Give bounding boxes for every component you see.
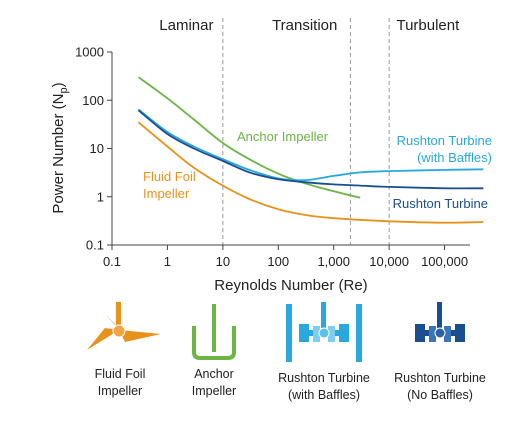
series-layer: [137, 76, 484, 224]
y-axis-label-subscript: p: [58, 87, 70, 93]
caption-line-2: (with Baffles): [287, 388, 360, 402]
impeller-item-rushton-no-baffles: Rushton Turbine (No Baffles): [375, 300, 505, 404]
fluid-foil-impeller-icon: [87, 302, 161, 350]
impeller-item-rushton-baffles: Rushton Turbine (with Baffles): [259, 300, 389, 404]
anchor-impeller-icon: [192, 304, 236, 360]
series-line-rushton-turbine-with-baffles: [137, 108, 484, 182]
impeller-item-anchor: Anchor Impeller: [149, 300, 279, 400]
series-line-rushton-turbine: [137, 109, 484, 190]
series-label-fluid-foil-impeller: Fluid Foil: [143, 169, 196, 184]
y-tick-label: 100: [82, 93, 104, 108]
y-tick-label: 10: [90, 141, 104, 156]
region-label-turbulent: Turbulent: [396, 17, 460, 34]
impeller-item-fluid-foil: Fluid Foil Impeller: [55, 300, 185, 400]
region-layer: Laminar Transition Turbulent: [159, 17, 460, 245]
impeller-caption: Anchor Impeller: [149, 366, 279, 400]
power-number-chart: Laminar Transition Turbulent 0.1 1 10 100 1,00…: [50, 17, 492, 294]
caption-line-2: Impeller: [97, 384, 143, 398]
series-label-fluid-foil-impeller: Impeller: [143, 186, 190, 201]
series-label-layer: Anchor Impeller Rushton Turbine (with Baff…: [143, 129, 492, 211]
series-label-rushton-turbine: Rushton Turbine: [393, 196, 488, 211]
series-label-anchor-impeller: Anchor Impeller: [237, 129, 329, 144]
y-axis-label-main: Power Number (N: [50, 94, 67, 214]
y-axis-label-close: ): [50, 82, 67, 87]
impeller-caption: Rushton Turbine (No Baffles): [375, 370, 505, 404]
series-label-rushton-turbine-with-baffles: Rushton Turbine: [397, 133, 492, 148]
rushton-turbine-with-baffles-icon: [286, 302, 362, 362]
rushton-turbine-no-baffles-icon: [415, 302, 465, 342]
x-tick-label: 1,000: [317, 254, 350, 269]
y-tick-label: 0.1: [86, 238, 104, 253]
caption-line-1: Rushton Turbine: [278, 371, 370, 385]
x-axis-label: Reynolds Number (Re): [214, 277, 367, 294]
x-tick-label: 10,000: [369, 254, 409, 269]
x-tick-label: 100: [267, 254, 289, 269]
caption-line-2: Impeller: [191, 384, 237, 398]
caption-line-2: (No Baffles): [407, 388, 473, 402]
region-label-transition: Transition: [272, 17, 337, 34]
impeller-icon-row: Fluid Foil Impeller Anchor Impeller Rush…: [0, 300, 518, 430]
tick-layer: 0.1 1 10 100 1,000 10,000 100,000 0.1 1 10 100 1000: [75, 45, 468, 270]
y-tick-label: 1000: [75, 45, 104, 60]
impeller-caption: Fluid Foil Impeller: [55, 366, 185, 400]
axes-layer: [111, 52, 470, 246]
x-tick-label: 10: [216, 254, 230, 269]
y-tick-label: 1: [97, 189, 104, 204]
x-tick-label: 1: [164, 254, 171, 269]
caption-line-1: Anchor: [194, 367, 234, 381]
impeller-caption: Rushton Turbine (with Baffles): [259, 370, 389, 404]
region-label-laminar: Laminar: [159, 17, 213, 34]
series-label-rushton-turbine-with-baffles: (with Baffles): [417, 150, 492, 165]
y-axis-label: Power Number (Np): [50, 82, 70, 213]
series-line-fluid-foil-impeller: [137, 121, 484, 224]
caption-line-1: Fluid Foil: [94, 367, 146, 381]
x-tick-label: 100,000: [421, 254, 468, 269]
caption-line-1: Rushton Turbine: [394, 371, 486, 385]
series-line-anchor-impeller: [137, 76, 361, 199]
x-tick-label: 0.1: [103, 254, 121, 269]
